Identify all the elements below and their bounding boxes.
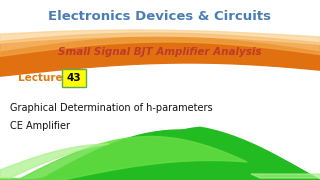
Text: Lecture: Lecture	[18, 73, 63, 83]
Text: CE Amplifier: CE Amplifier	[10, 121, 70, 131]
FancyBboxPatch shape	[62, 69, 86, 87]
Text: Graphical Determination of h-parameters: Graphical Determination of h-parameters	[10, 103, 212, 113]
Text: 43: 43	[67, 73, 81, 83]
Text: Small Signal BJT Amplifier Analysis: Small Signal BJT Amplifier Analysis	[58, 47, 262, 57]
Text: Electronics Devices & Circuits: Electronics Devices & Circuits	[49, 10, 271, 22]
